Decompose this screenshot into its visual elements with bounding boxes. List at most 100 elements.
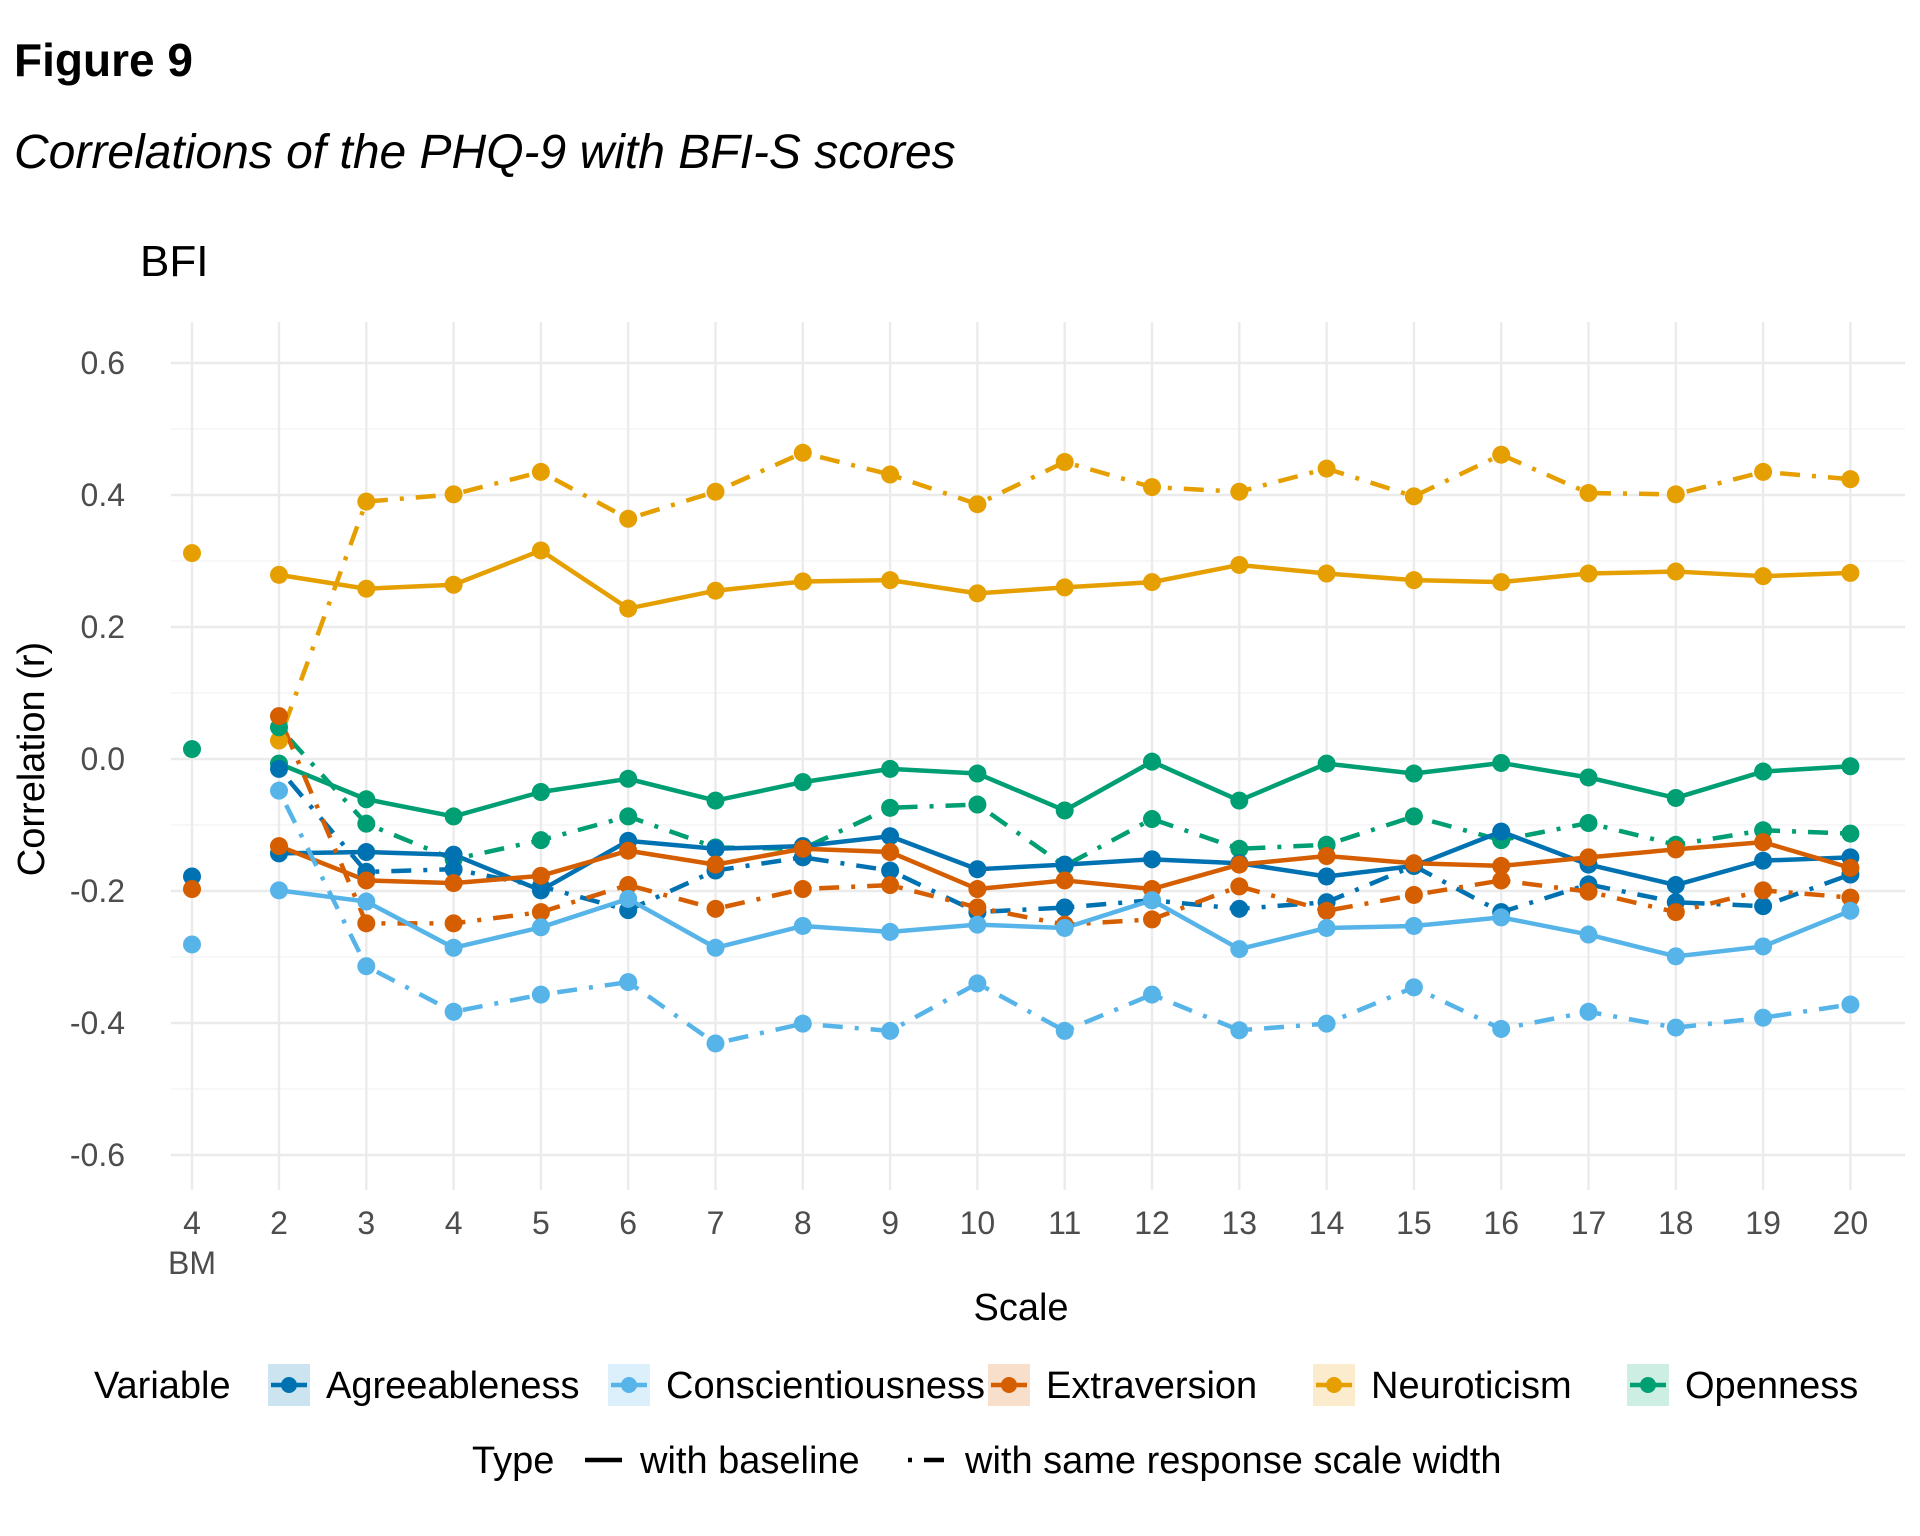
point-extraversion-baseline bbox=[1492, 856, 1511, 875]
point-extraversion-same-width bbox=[531, 903, 550, 922]
point-conscientiousness-baseline bbox=[1404, 916, 1423, 935]
chart-title: BFI bbox=[140, 237, 208, 286]
x-tick-label: 6 bbox=[619, 1205, 637, 1241]
point-neuroticism-baseline bbox=[1666, 562, 1685, 581]
point-openness-baseline bbox=[1143, 752, 1161, 771]
point-agreeableness-same-width bbox=[1055, 898, 1074, 917]
x-tick-label: 2 bbox=[270, 1205, 288, 1241]
point-extraversion-same-width bbox=[1230, 877, 1249, 896]
point-extraversion-same-width bbox=[1841, 888, 1860, 907]
point-extraversion-baseline bbox=[1404, 854, 1423, 873]
x-tick-label: 15 bbox=[1396, 1205, 1432, 1241]
legend-label: Agreeableness bbox=[326, 1365, 580, 1407]
point-neuroticism-baseline bbox=[706, 581, 725, 600]
x-tick-label: 9 bbox=[881, 1205, 899, 1241]
point-neuroticism-baseline bbox=[1317, 564, 1336, 583]
point-openness-baseline bbox=[619, 769, 638, 788]
figure-label: Figure 9 bbox=[14, 34, 193, 86]
legend-key-point bbox=[1640, 1377, 1656, 1393]
point-openness-baseline bbox=[706, 791, 725, 810]
point-extraversion-baseline bbox=[1055, 871, 1074, 890]
x-tick-label: 11 bbox=[1048, 1205, 1081, 1241]
point-openness-baseline bbox=[881, 759, 900, 778]
point-extraversion-baseline bbox=[968, 880, 987, 899]
point-openness-baseline bbox=[793, 773, 812, 792]
point-conscientiousness-same-width bbox=[1317, 1014, 1336, 1033]
point-conscientiousness-baseline bbox=[531, 918, 550, 937]
point-neuroticism-same-width bbox=[270, 731, 288, 750]
point-agreeableness-same-width bbox=[270, 759, 288, 778]
point-extraversion-same-width bbox=[444, 914, 463, 933]
x-tick-label: 16 bbox=[1483, 1205, 1519, 1241]
point-conscientiousness-same-width bbox=[881, 1021, 900, 1040]
point-conscientiousness-baseline bbox=[1492, 908, 1511, 927]
point-openness-same-width bbox=[619, 807, 638, 826]
point-agreeableness-same-width bbox=[1230, 899, 1249, 918]
point-openness-same-width bbox=[531, 831, 550, 850]
point-conscientiousness-same-width bbox=[793, 1014, 812, 1033]
point-openness-baseline bbox=[1055, 801, 1074, 820]
point-conscientiousness-same-width bbox=[1841, 995, 1860, 1014]
point-openness-baseline bbox=[1492, 753, 1511, 772]
legend-type: Type with baseline with same response scal… bbox=[472, 1440, 1501, 1482]
x-tick-label: 7 bbox=[707, 1205, 725, 1241]
point-neuroticism-same-width bbox=[1579, 484, 1598, 503]
point-neuroticism-baseline bbox=[968, 584, 987, 603]
legend-key-point bbox=[281, 1377, 297, 1393]
point-conscientiousness-same-width bbox=[531, 985, 550, 1004]
y-tick-label: 0.0 bbox=[81, 741, 125, 777]
point-conscientiousness-same-width bbox=[444, 1002, 463, 1021]
point-neuroticism-same-width bbox=[881, 465, 900, 484]
point-neuroticism-same-width bbox=[1317, 459, 1336, 478]
x-tick-label: 18 bbox=[1658, 1205, 1694, 1241]
point-openness-same-width bbox=[1579, 814, 1598, 833]
point-extraversion-baseline bbox=[531, 866, 550, 885]
point-agreeableness-baseline bbox=[183, 867, 201, 886]
point-neuroticism-baseline bbox=[183, 544, 201, 563]
x-axis-title: Scale bbox=[973, 1287, 1068, 1329]
point-neuroticism-baseline bbox=[1404, 571, 1423, 590]
point-extraversion-same-width bbox=[1666, 903, 1685, 922]
point-neuroticism-baseline bbox=[1754, 567, 1773, 586]
point-agreeableness-baseline bbox=[706, 839, 725, 858]
point-openness-baseline bbox=[1317, 754, 1336, 773]
point-neuroticism-baseline bbox=[531, 541, 550, 560]
legend-item-conscientiousness: Conscientiousness bbox=[608, 1364, 985, 1407]
point-extraversion-baseline bbox=[793, 839, 812, 858]
point-extraversion-baseline bbox=[1754, 833, 1773, 852]
point-extraversion-baseline bbox=[1841, 858, 1860, 877]
legend-label: with baseline bbox=[639, 1440, 860, 1482]
point-conscientiousness-baseline bbox=[444, 938, 463, 957]
x-tick-labels: 4 BM 2 3 4 5 6 7 8 9 10 11 12 13 14 15 16 17 18 19 20 bbox=[168, 1205, 1868, 1281]
series-points bbox=[183, 443, 1860, 1053]
point-conscientiousness-baseline bbox=[1754, 937, 1773, 956]
point-extraversion-same-width bbox=[881, 876, 900, 895]
y-tick-label: -0.4 bbox=[70, 1005, 125, 1041]
point-openness-same-width bbox=[1143, 810, 1161, 829]
x-tick-label: 12 bbox=[1134, 1205, 1170, 1241]
point-neuroticism-baseline bbox=[444, 575, 463, 594]
point-neuroticism-same-width bbox=[619, 509, 638, 528]
x-tick-label: 4 bbox=[445, 1205, 463, 1241]
point-openness-same-width bbox=[1230, 839, 1249, 858]
point-extraversion-same-width bbox=[270, 707, 288, 726]
point-agreeableness-same-width bbox=[444, 860, 463, 879]
legend-key-point bbox=[1001, 1377, 1017, 1393]
point-extraversion-same-width bbox=[1754, 881, 1773, 900]
point-extraversion-baseline bbox=[706, 855, 725, 874]
point-neuroticism-baseline bbox=[1230, 555, 1249, 574]
point-neuroticism-same-width bbox=[531, 462, 550, 481]
x-tick-label: 10 bbox=[960, 1205, 996, 1241]
point-conscientiousness-baseline bbox=[1666, 947, 1685, 966]
point-agreeableness-baseline bbox=[1317, 867, 1336, 886]
point-neuroticism-same-width bbox=[1492, 445, 1511, 464]
legend-variable: Variable Agreeableness Conscientiousness Ex… bbox=[94, 1364, 1858, 1407]
point-neuroticism-same-width bbox=[1666, 485, 1685, 504]
point-extraversion-same-width bbox=[706, 899, 725, 918]
point-openness-baseline bbox=[531, 783, 550, 801]
point-neuroticism-same-width bbox=[1143, 478, 1161, 497]
point-conscientiousness-baseline bbox=[968, 915, 987, 934]
point-neuroticism-same-width bbox=[1230, 482, 1249, 501]
point-conscientiousness-baseline bbox=[357, 892, 376, 911]
